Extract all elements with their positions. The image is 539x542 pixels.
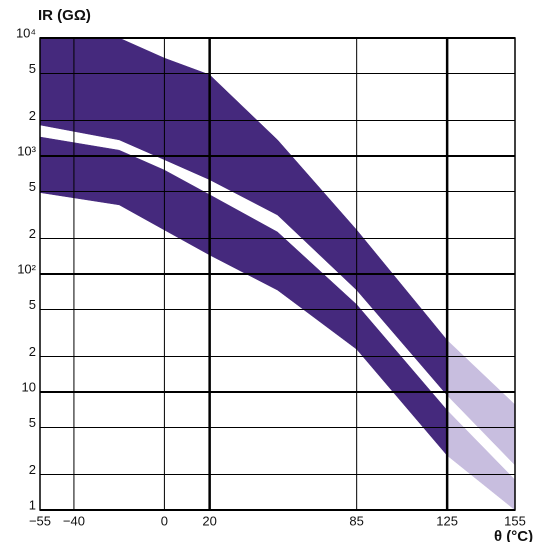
y-tick-label: 5 <box>29 61 36 76</box>
x-axis-title: θ (°C) <box>494 528 533 542</box>
y-tick-label: 5 <box>29 415 36 430</box>
x-tick-label: −55 <box>29 513 51 528</box>
y-tick-label: 1 <box>29 497 36 512</box>
y-tick-label: 5 <box>29 297 36 312</box>
y-axis-title: IR (GΩ) <box>38 7 91 24</box>
y-tick-label: 2 <box>29 344 36 359</box>
plot-frame <box>39 37 516 511</box>
y-tick-label: 10² <box>17 261 36 276</box>
y-tick-label: 2 <box>29 462 36 477</box>
y-tick-label: 10⁴ <box>16 25 36 40</box>
x-tick-label: 20 <box>202 513 216 528</box>
y-tick-label: 10 <box>22 379 36 394</box>
y-tick-label: 2 <box>29 108 36 123</box>
y-tick-label: 5 <box>29 179 36 194</box>
x-tick-label: 0 <box>161 513 168 528</box>
x-tick-label: −40 <box>63 513 85 528</box>
y-tick-label: 10³ <box>17 143 36 158</box>
x-tick-label: 155 <box>504 513 526 528</box>
y-tick-label: 2 <box>29 226 36 241</box>
x-tick-label: 85 <box>349 513 363 528</box>
x-tick-label: 125 <box>436 513 458 528</box>
